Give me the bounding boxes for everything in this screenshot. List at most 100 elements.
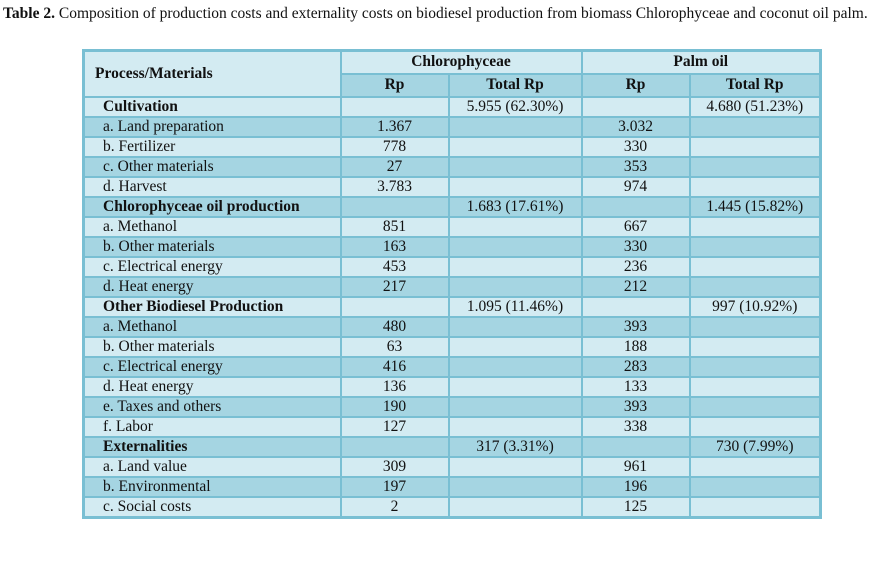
palm-total: [688, 135, 822, 158]
palm-rp: 393: [580, 395, 691, 418]
chloro-total: 1.683 (17.61%): [447, 195, 583, 218]
section-row: Cultivation 5.955 (62.30%) 4.680 (51.23%): [82, 95, 822, 118]
section-row: Chlorophyceae oil production 1.683 (17.61…: [82, 195, 822, 218]
chloro-rp: [339, 435, 450, 458]
section-row: Externalities 317 (3.31%) 730 (7.99%): [82, 435, 822, 458]
palm-rp: [580, 435, 691, 458]
chloro-rp: 480: [339, 315, 450, 338]
palm-rp: 330: [580, 135, 691, 158]
chloro-total: [447, 135, 583, 158]
chloro-total: [447, 215, 583, 238]
palm-rp: 3.032: [580, 115, 691, 138]
table-caption: Table 2. Composition of production costs…: [3, 3, 895, 24]
row-label: Cultivation: [82, 95, 342, 118]
chloro-total: [447, 355, 583, 378]
palm-total: [688, 495, 822, 518]
palm-rp: 338: [580, 415, 691, 438]
palm-rp: 961: [580, 455, 691, 478]
chloro-total: [447, 155, 583, 178]
palm-total: [688, 215, 822, 238]
chloro-total: [447, 495, 583, 518]
row-label: c. Electrical energy: [82, 355, 342, 378]
palm-rp: 125: [580, 495, 691, 518]
chloro-total: [447, 115, 583, 138]
chloro-rp: 1.367: [339, 115, 450, 138]
table-row: d. Heat energy 217 212: [82, 275, 822, 298]
palm-total: [688, 395, 822, 418]
chloro-rp: 453: [339, 255, 450, 278]
caption-text: Composition of production costs and exte…: [54, 5, 868, 22]
chloro-rp: 3.783: [339, 175, 450, 198]
palm-total: [688, 355, 822, 378]
header-process: Process/Materials: [82, 49, 342, 98]
chloro-rp: 163: [339, 235, 450, 258]
table-row: f. Labor 127 338: [82, 415, 822, 438]
chloro-total: 5.955 (62.30%): [447, 95, 583, 118]
table-row: e. Taxes and others 190 393: [82, 395, 822, 418]
palm-total: [688, 155, 822, 178]
palm-rp: 283: [580, 355, 691, 378]
chloro-rp: 127: [339, 415, 450, 438]
palm-total: 4.680 (51.23%): [688, 95, 822, 118]
palm-total: [688, 475, 822, 498]
header-chloro-total: Total Rp: [447, 72, 583, 98]
palm-total: [688, 315, 822, 338]
table-row: d. Heat energy 136 133: [82, 375, 822, 398]
chloro-total: [447, 395, 583, 418]
palm-rp: 393: [580, 315, 691, 338]
cost-table: Process/Materials Chlorophyceae Palm oil…: [82, 49, 822, 519]
chloro-total: [447, 275, 583, 298]
caption-label: Table 2.: [3, 5, 55, 22]
row-label: b. Other materials: [82, 335, 342, 358]
chloro-total: 1.095 (11.46%): [447, 295, 583, 318]
header-palm-rp: Rp: [580, 72, 691, 98]
chloro-rp: [339, 195, 450, 218]
table-row: b. Other materials 163 330: [82, 235, 822, 258]
table-row: d. Harvest 3.783 974: [82, 175, 822, 198]
row-label: a. Methanol: [82, 215, 342, 238]
table-row: a. Methanol 851 667: [82, 215, 822, 238]
palm-rp: [580, 295, 691, 318]
chloro-total: [447, 455, 583, 478]
header-chloro-rp: Rp: [339, 72, 450, 98]
header-chlorophyceae: Chlorophyceae: [339, 49, 583, 75]
row-label: Externalities: [82, 435, 342, 458]
chloro-total: 317 (3.31%): [447, 435, 583, 458]
chloro-total: [447, 235, 583, 258]
chloro-total: [447, 255, 583, 278]
palm-rp: 196: [580, 475, 691, 498]
chloro-total: [447, 475, 583, 498]
table-row: a. Methanol 480 393: [82, 315, 822, 338]
palm-rp: [580, 95, 691, 118]
table-row: c. Electrical energy 453 236: [82, 255, 822, 278]
palm-rp: 236: [580, 255, 691, 278]
row-label: Other Biodiesel Production: [82, 295, 342, 318]
palm-total: [688, 275, 822, 298]
palm-rp: 212: [580, 275, 691, 298]
table-row: c. Electrical energy 416 283: [82, 355, 822, 378]
chloro-rp: 2: [339, 495, 450, 518]
row-label: d. Heat energy: [82, 375, 342, 398]
chloro-rp: 197: [339, 475, 450, 498]
table-row: a. Land value 309 961: [82, 455, 822, 478]
chloro-rp: 27: [339, 155, 450, 178]
palm-rp: 330: [580, 235, 691, 258]
chloro-total: [447, 315, 583, 338]
row-label: f. Labor: [82, 415, 342, 438]
header-palm-oil: Palm oil: [580, 49, 822, 75]
chloro-rp: 851: [339, 215, 450, 238]
palm-total: [688, 115, 822, 138]
table-row: c. Social costs 2 125: [82, 495, 822, 518]
row-label: b. Environmental: [82, 475, 342, 498]
row-label: d. Harvest: [82, 175, 342, 198]
row-label: a. Land value: [82, 455, 342, 478]
section-row: Other Biodiesel Production 1.095 (11.46%)…: [82, 295, 822, 318]
palm-rp: 133: [580, 375, 691, 398]
palm-total: 997 (10.92%): [688, 295, 822, 318]
chloro-rp: 778: [339, 135, 450, 158]
row-label: a. Methanol: [82, 315, 342, 338]
chloro-rp: 63: [339, 335, 450, 358]
palm-total: [688, 255, 822, 278]
table-row: b. Fertilizer 778 330: [82, 135, 822, 158]
table-row: a. Land preparation 1.367 3.032: [82, 115, 822, 138]
